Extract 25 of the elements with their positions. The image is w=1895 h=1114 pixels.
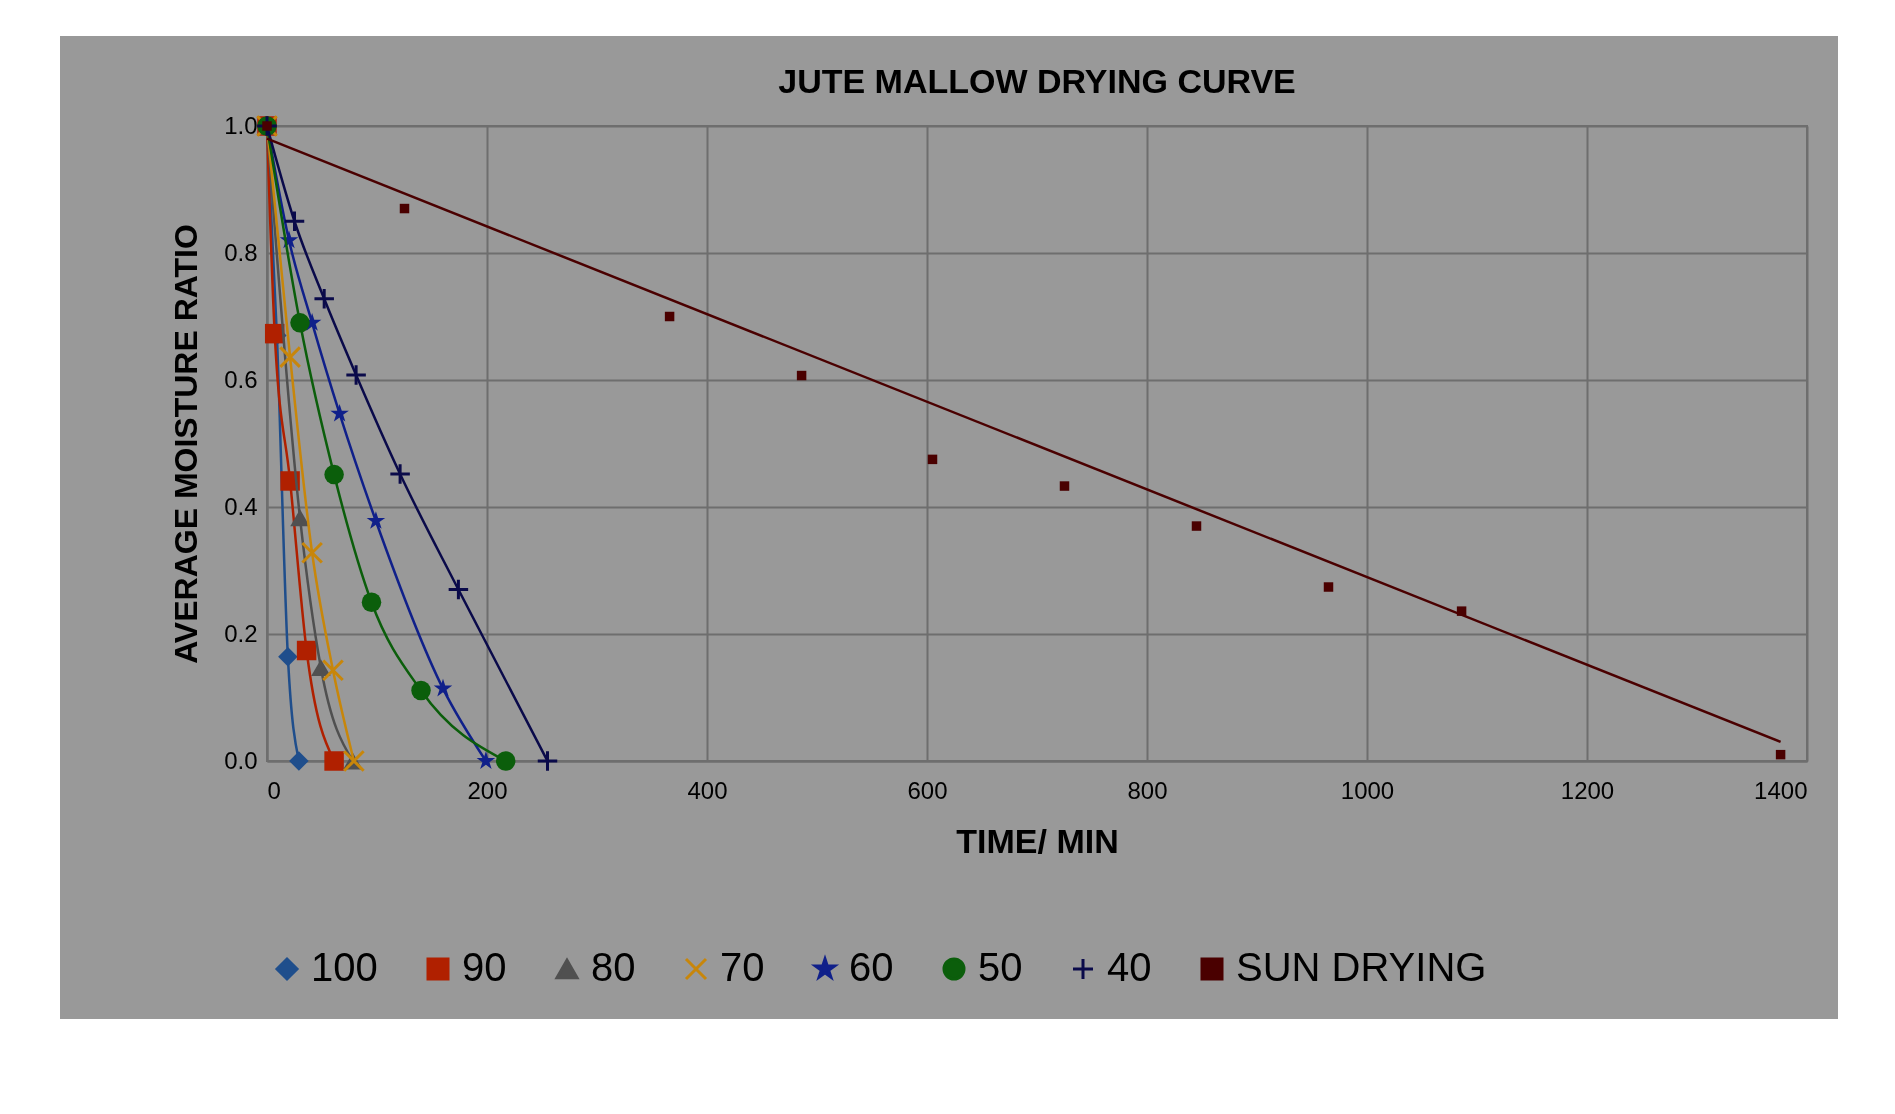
x-tick-label: 1200 [1560,776,1615,804]
legend-label: 70 [720,945,765,989]
x-tick-label: 0 [267,776,281,804]
legend-label: 100 [311,945,378,989]
y-tick-label: 0.6 [224,365,258,393]
x-tick-label: 200 [467,776,508,804]
legend-label: SUN DRYING [1236,945,1487,989]
x-tick-label: 600 [907,776,948,804]
x-tick-label: 1400 [1754,776,1808,804]
x-tick-label: 400 [687,776,728,804]
legend-label: 40 [1107,945,1152,989]
legend-label: 50 [978,945,1023,989]
y-tick-label: 1.0 [224,111,258,139]
y-tick-label: 0.4 [224,492,258,520]
y-axis-title: AVERAGE MOISTURE RATIO [168,224,205,664]
x-tick-label: 1000 [1340,776,1395,804]
x-axis-title: TIME/ MIN [956,821,1119,860]
y-tick-label: 0.8 [224,238,258,266]
chart-title: JUTE MALLOW DRYING CURVE [778,62,1296,101]
y-tick-label: 0.2 [224,619,258,647]
y-tick-label: 0.0 [224,746,258,774]
legend-label: 80 [591,945,636,989]
legend-label: 60 [849,945,894,989]
x-tick-label: 800 [1127,776,1168,804]
legend-label: 90 [462,945,507,989]
